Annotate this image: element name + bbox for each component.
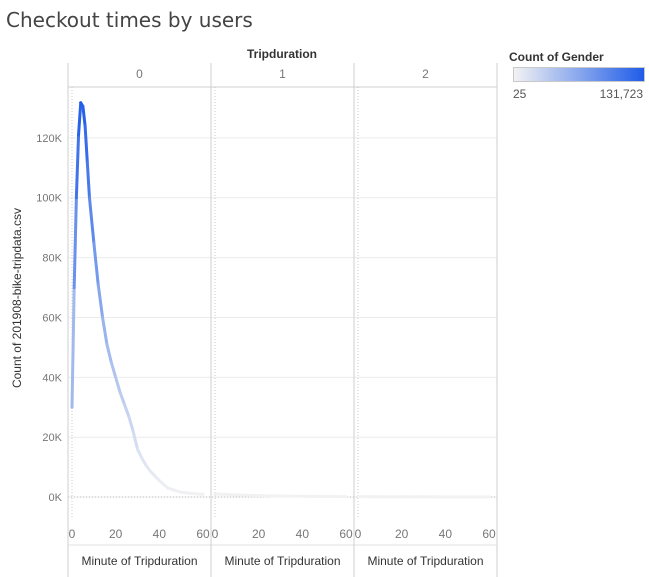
x-tick-label: 0 — [355, 527, 362, 541]
y-tick-label: 80K — [42, 253, 62, 265]
facet-label: 2 — [422, 67, 429, 81]
series-line-segment — [85, 160, 91, 200]
series-line-segment — [136, 447, 144, 460]
facet-label: 0 — [136, 67, 143, 81]
series-line-segment — [235, 493, 261, 498]
y-tick-label: 40K — [42, 372, 62, 384]
y-tick-label: 120K — [36, 133, 62, 145]
x-tick-label: 20 — [395, 527, 409, 541]
x-tick-label: 60 — [482, 527, 496, 541]
x-tick-label: 20 — [252, 527, 266, 541]
chart-title: Checkout times by users — [6, 8, 253, 32]
legend-min-label: 25 — [513, 87, 527, 101]
series-line-segment — [224, 492, 239, 497]
series-line-segment — [118, 390, 126, 406]
series-line-segment — [114, 375, 122, 394]
x-tick-label: 20 — [109, 527, 123, 541]
series-line-segment — [83, 124, 89, 164]
series-line-segment — [74, 133, 81, 200]
y-tick-label: 60K — [42, 312, 62, 324]
x-tick-label: 40 — [439, 527, 453, 541]
series-line-segment — [190, 491, 205, 496]
x-tick-label: 40 — [296, 527, 310, 541]
y-tick-label: 0K — [49, 492, 63, 504]
x-tick-label: 60 — [196, 527, 210, 541]
legend-title: Count of Gender — [509, 50, 604, 64]
series-line-segment — [70, 286, 76, 409]
y-tick-label: 20K — [42, 432, 62, 444]
x-axis-label: Minute of Tripduration — [81, 554, 197, 568]
y-tick-label: 100K — [36, 193, 62, 205]
series-line-segment — [81, 104, 87, 128]
x-tick-label: 0 — [69, 527, 76, 541]
color-legend-gradient — [513, 67, 645, 82]
series-line-segment — [109, 360, 118, 379]
series-line-segment — [96, 283, 105, 319]
series-line-segment — [105, 342, 113, 364]
series-line-segment — [72, 196, 78, 290]
x-axis-label: Minute of Tripduration — [224, 554, 340, 568]
series-line-segment — [257, 494, 282, 498]
series-line-segment — [101, 315, 109, 346]
series-line-segment — [77, 101, 83, 137]
x-axis-label: Minute of Tripduration — [367, 554, 483, 568]
series-line-segment — [92, 241, 100, 287]
y-axis-label: Count of 201908-bike-tripdata.csv — [10, 208, 24, 388]
series-line-segment — [127, 414, 135, 433]
x-tick-label: 0 — [212, 527, 219, 541]
series-line-segment — [131, 429, 139, 451]
series-line-segment — [87, 196, 96, 245]
series-line-segment — [122, 402, 131, 418]
series-line-segment — [179, 490, 194, 495]
legend-max-label: 131,723 — [599, 87, 643, 101]
facet-label: 1 — [279, 67, 286, 81]
facet-header: Tripduration — [247, 47, 317, 61]
x-tick-label: 60 — [339, 527, 353, 541]
x-tick-label: 40 — [153, 527, 167, 541]
